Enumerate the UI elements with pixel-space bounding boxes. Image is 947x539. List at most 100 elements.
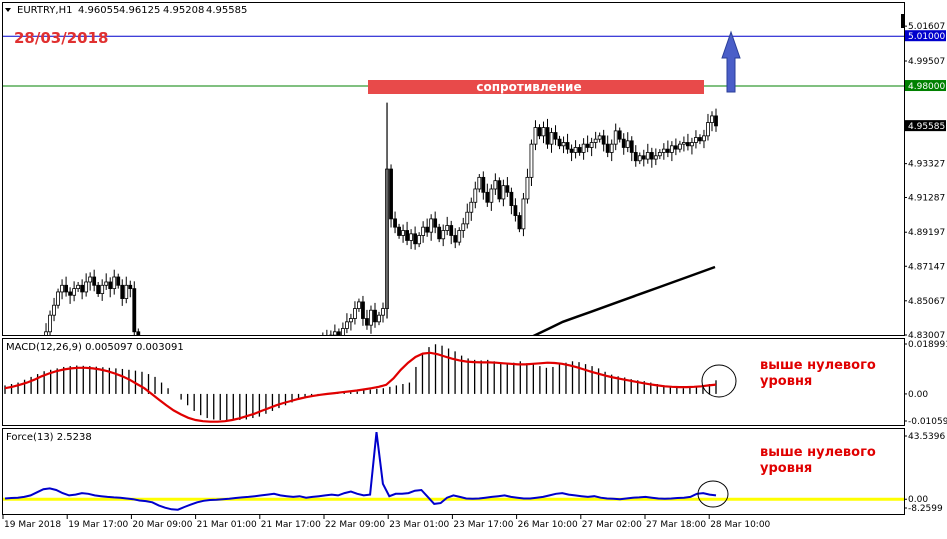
candle-body <box>573 147 578 153</box>
macd-tick-label: 0.00 <box>908 390 928 400</box>
candle-body <box>453 235 458 243</box>
candle-body <box>425 226 430 233</box>
candle-body <box>76 284 81 290</box>
candle-body <box>501 185 506 200</box>
force-header: Force(13) 2.5238 <box>6 432 92 443</box>
time-tick-label: 27 Mar 18:00 <box>646 520 706 530</box>
candle-body <box>565 142 570 150</box>
candle-body <box>80 284 85 293</box>
force-highlight-circle <box>697 480 729 508</box>
resistance-label: сопротивление <box>476 80 581 94</box>
candle-body <box>521 198 526 230</box>
level-upper-label: 5.01000 <box>908 32 945 42</box>
candle-body <box>357 301 361 309</box>
level-upper-box <box>905 30 946 42</box>
candle-body <box>465 211 470 225</box>
candle-body <box>381 308 385 316</box>
candle-body <box>233 481 236 484</box>
time-tick-label: 19 Mar 17:00 <box>68 520 128 530</box>
price-tick-label: 4.87147 <box>908 262 945 272</box>
candle-body <box>617 130 622 140</box>
candle-body <box>112 276 117 290</box>
candle-body <box>301 372 304 379</box>
candle-body <box>569 148 574 153</box>
date-annotation: 28/03/2018 <box>14 29 108 47</box>
time-tick-label: 23 Mar 17:00 <box>453 520 513 530</box>
candle-body <box>340 328 345 335</box>
force-tick-label: 43.5396 <box>908 432 945 442</box>
resistance-bar <box>368 80 704 94</box>
candle-body <box>661 148 666 153</box>
symbol-header: EURTRY,H1 <box>17 5 72 16</box>
candle-body <box>349 318 353 323</box>
candle-body <box>601 135 606 145</box>
price-panel-frame <box>2 2 905 336</box>
time-tick-label: 28 Mar 10:00 <box>710 520 770 530</box>
candle-body <box>297 378 300 385</box>
candle-body <box>477 176 482 190</box>
candle-body <box>177 438 180 441</box>
last-price-box <box>905 120 946 132</box>
candle-body <box>557 138 562 147</box>
candle-body <box>445 225 450 231</box>
candle-body <box>429 218 434 233</box>
candle-body <box>241 471 244 476</box>
candle-body <box>197 455 200 458</box>
candle-body <box>100 284 105 295</box>
candle-body <box>120 284 125 299</box>
candle-body <box>136 331 141 335</box>
candle-body <box>273 418 276 425</box>
candle-body <box>413 233 418 245</box>
candle-body <box>702 135 706 142</box>
candle-body <box>393 218 397 228</box>
candle-body <box>60 284 64 293</box>
candle-body <box>629 140 634 153</box>
candle-body <box>673 145 678 150</box>
candle-body <box>421 226 426 236</box>
candle-body <box>365 318 369 326</box>
candle-body <box>525 176 530 200</box>
candle-body <box>205 461 208 464</box>
candle-body <box>305 365 308 372</box>
candle-body <box>513 205 518 216</box>
candle-body <box>581 143 586 153</box>
candle-body <box>545 127 550 145</box>
price-tick-label: 5.01607 <box>908 22 945 32</box>
macd-header: MACD(12,26,9) 0.005097 0.003091 <box>6 342 184 353</box>
candle-body <box>169 431 172 434</box>
macd-annotation-line1: выше нулевого <box>760 358 876 373</box>
candle-body <box>469 201 474 213</box>
fast-ma-line <box>73 141 715 335</box>
candle-body <box>553 132 558 140</box>
scroll-marker[interactable] <box>901 14 904 28</box>
candle-body <box>549 132 554 145</box>
time-tick-label: 23 Mar 01:00 <box>389 520 449 530</box>
candle-body <box>257 445 260 452</box>
candle-body <box>698 137 702 142</box>
candle-body <box>561 142 566 147</box>
ohlc-close: 4.95585 <box>206 5 247 16</box>
candle-body <box>677 143 682 150</box>
candle-body <box>497 180 502 200</box>
candle-body <box>682 142 686 145</box>
candle-body <box>505 185 510 193</box>
time-tick-label: 21 Mar 01:00 <box>197 520 257 530</box>
candle-body <box>332 331 337 335</box>
candle-body <box>225 478 228 481</box>
candle-body <box>597 135 602 140</box>
candle-body <box>457 230 462 243</box>
candle-body <box>209 465 212 468</box>
candle-body <box>621 138 626 148</box>
candle-body <box>537 127 542 137</box>
candle-body <box>52 304 56 316</box>
candle-body <box>613 130 618 145</box>
candle-body <box>221 475 224 478</box>
candle-body <box>473 188 478 203</box>
candle-body <box>485 191 490 203</box>
last-price-label: 4.95585 <box>908 122 945 132</box>
candle-body <box>690 142 694 147</box>
level-lower-box <box>905 80 946 92</box>
candle-body <box>401 230 405 236</box>
candle-body <box>277 412 280 419</box>
